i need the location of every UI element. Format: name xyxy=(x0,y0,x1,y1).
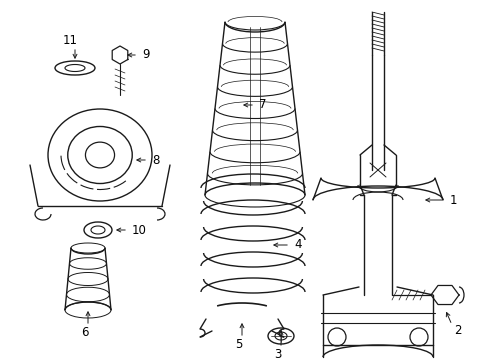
Text: 8: 8 xyxy=(152,153,159,166)
Text: 4: 4 xyxy=(293,238,301,252)
Text: 9: 9 xyxy=(142,49,149,62)
Text: 1: 1 xyxy=(449,194,457,207)
Text: 3: 3 xyxy=(274,347,281,360)
Text: 7: 7 xyxy=(259,99,266,112)
Text: 2: 2 xyxy=(453,324,461,337)
Text: 10: 10 xyxy=(132,224,146,237)
Text: 5: 5 xyxy=(235,338,242,351)
Text: 6: 6 xyxy=(81,327,88,339)
Text: 11: 11 xyxy=(62,35,77,48)
